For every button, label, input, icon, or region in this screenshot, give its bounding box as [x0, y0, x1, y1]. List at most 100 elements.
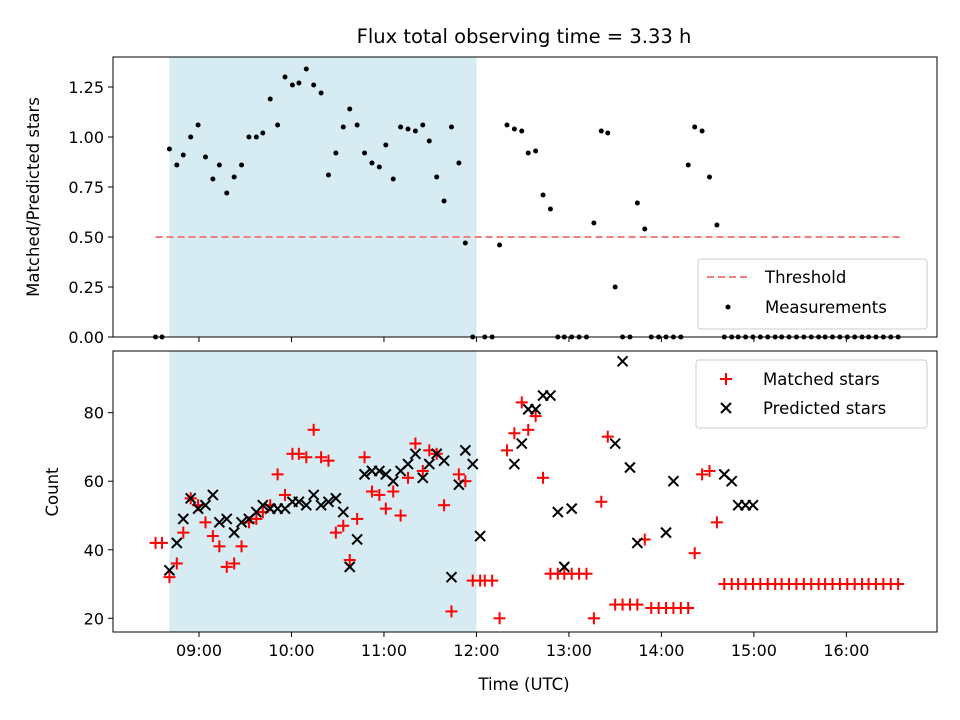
predicted-star-marker	[293, 496, 305, 508]
legend-predicted-label: Predicted stars	[763, 399, 886, 418]
matched-star-marker	[402, 471, 415, 484]
predicted-star-marker	[616, 355, 629, 367]
predicted-star-marker	[459, 444, 472, 457]
bottom-y-tick-label: 80	[84, 404, 104, 423]
matched-star-marker	[177, 526, 190, 539]
predicted-star-marker	[300, 499, 312, 511]
predicted-star-marker	[453, 478, 465, 491]
predicted-star-marker	[516, 437, 528, 450]
measurement-point	[706, 174, 712, 180]
measurement-point	[412, 128, 418, 134]
predicted-star-marker	[322, 496, 335, 508]
top-x-axis-ticks	[198, 337, 847, 342]
matched-star-marker	[493, 612, 506, 625]
legend-matched-label: Matched stars	[763, 370, 880, 389]
predicted-star-marker	[213, 516, 226, 529]
measurement-point	[303, 66, 309, 72]
matched-star-marker	[228, 557, 241, 570]
matched-star-marker	[486, 574, 499, 587]
predicted-star-marker	[474, 530, 486, 542]
top-y-tick-label: 0.75	[68, 178, 104, 197]
predicted-star-marker	[184, 492, 197, 505]
measurement-point	[311, 82, 317, 88]
matched-star-marker	[279, 488, 292, 501]
measurement-point	[231, 174, 237, 180]
measurement-point	[333, 150, 339, 156]
predicted-star-marker	[631, 537, 644, 549]
predicted-star-marker	[351, 533, 363, 546]
measurement-point	[340, 124, 346, 130]
legend-threshold-label: Threshold	[764, 268, 846, 287]
measurement-point	[275, 122, 281, 128]
top-panel: 0.00 0.25 0.50 0.75 1.00 1.25 Matched/Predict…	[24, 56, 938, 347]
measurement-point	[497, 242, 503, 248]
measurement-point	[354, 122, 360, 128]
matched-star-marker	[537, 471, 550, 484]
measurement-point	[202, 154, 208, 160]
predicted-star-marker	[558, 561, 571, 573]
matched-star-marker	[682, 602, 695, 615]
predicted-star-marker	[235, 516, 248, 529]
predicted-star-marker	[529, 403, 542, 415]
matched-star-marker	[710, 516, 723, 529]
predicted-star-marker	[315, 499, 327, 511]
matched-star-marker	[199, 516, 212, 529]
top-y-tick-label: 0.25	[68, 278, 104, 297]
measurement-point	[405, 126, 411, 132]
matched-star-marker	[250, 512, 263, 525]
predicted-star-marker	[508, 458, 521, 470]
legend-measurements-label: Measurements	[765, 298, 887, 317]
measurement-point	[426, 138, 432, 144]
predicted-star-marker	[199, 499, 212, 511]
measurement-point	[699, 128, 705, 134]
top-y-tick-label: 0.50	[68, 228, 104, 247]
matched-star-marker	[329, 526, 342, 539]
predicted-star-marker	[609, 437, 621, 450]
matched-star-marker	[696, 468, 709, 481]
measurement-point	[456, 160, 462, 166]
bottom-panel: 20 40 60 80 09:00 10:00 11:00 12:00 13:00 14:00 1…	[43, 350, 938, 694]
matched-star-marker	[315, 451, 328, 464]
measurement-point	[253, 134, 259, 140]
predicted-star-marker	[228, 526, 240, 539]
measurement-point	[369, 160, 375, 166]
matched-star-marker	[595, 495, 608, 508]
matched-star-marker	[892, 578, 905, 591]
bottom-y-tick-label: 40	[84, 541, 104, 560]
measurement-point	[685, 162, 691, 168]
observing-time-shade-bottom	[169, 351, 477, 632]
matched-star-marker	[409, 437, 422, 450]
predicted-star-marker	[171, 537, 183, 549]
predicted-star-marker	[667, 475, 680, 487]
bottom-x-tick-label: 16:00	[823, 641, 869, 660]
matched-star-marker	[703, 464, 716, 477]
matched-star-marker	[601, 430, 614, 443]
predicted-star-marker	[624, 461, 636, 474]
measurement-point	[462, 240, 468, 246]
matched-star-marker	[529, 410, 542, 423]
measurement-point	[714, 222, 720, 228]
measurement-point	[224, 190, 230, 196]
top-y-tick-label: 1.25	[68, 78, 104, 97]
predicted-star-marker	[207, 489, 219, 501]
measurement-point	[282, 74, 288, 80]
bottom-x-tick-label: 15:00	[731, 641, 777, 660]
bottom-x-axis-label: Time (UTC)	[477, 675, 569, 694]
measurement-point	[174, 162, 180, 168]
measurement-point	[511, 126, 517, 132]
predicted-star-marker	[402, 458, 414, 470]
measurement-point	[605, 130, 611, 136]
top-y-axis-label: Matched/Predicted stars	[24, 97, 43, 297]
matched-star-marker	[213, 540, 226, 553]
measurement-point	[642, 226, 648, 232]
predicted-star-marker	[445, 571, 458, 583]
matched-star-marker	[292, 447, 305, 460]
matched-star-marker	[387, 485, 400, 498]
measurement-point	[188, 134, 194, 140]
measurement-point	[318, 90, 324, 96]
measurement-point	[347, 106, 353, 112]
bottom-y-axis-label: Count	[43, 467, 62, 517]
matched-star-marker	[307, 423, 320, 436]
predicted-star-marker	[438, 454, 450, 467]
